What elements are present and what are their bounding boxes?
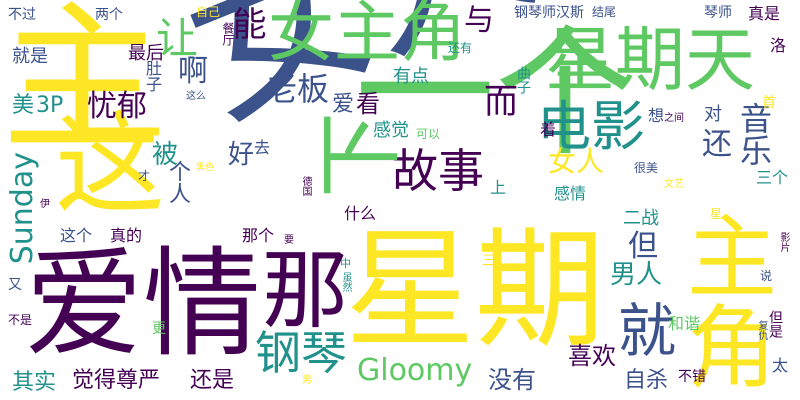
word-youyu: 忧郁 [87, 89, 147, 124]
word-zhege: 这个 [60, 226, 93, 245]
word-mei: 美 [12, 93, 35, 118]
word-nvren-small: 女人 [548, 145, 605, 178]
word-yu: 与 [464, 3, 494, 38]
word-fuchou: 复仇 [756, 320, 767, 340]
word-hexie: 和谐 [668, 314, 701, 333]
word-juedezunyan: 觉得尊严 [72, 368, 161, 393]
word-xiang: 想 [648, 106, 665, 125]
word-luo: 洛 [770, 36, 787, 55]
word-meiyou: 没有 [488, 366, 536, 394]
word-ziji: 自己 [196, 5, 221, 19]
word-er: 而 [484, 82, 518, 122]
word-zhende: 真的 [110, 226, 143, 245]
word-keyi: 可以 [416, 127, 441, 141]
word-laoban: 老板 [265, 70, 330, 108]
word-sunday: Sunday [5, 152, 40, 265]
word-ganjue: 感觉 [373, 120, 409, 141]
word-erzhan: 二战 [623, 208, 659, 229]
word-hao: 好 [228, 140, 255, 170]
word-xihuan: 喜欢 [568, 342, 616, 370]
word-zhe-light: 着 [540, 120, 557, 139]
word-zhu: 主 [2, 0, 163, 173]
word-aiqing: 爱情 [25, 235, 262, 373]
word-kan: 看 [356, 90, 380, 118]
word-buguo: 不过 [8, 7, 36, 23]
word-yao: 要 [284, 235, 294, 246]
word-xingqitian: 星期天 [545, 19, 755, 101]
word-qu: 去 [254, 138, 271, 157]
word-youdian: 有点 [393, 66, 429, 87]
word-shang: 上 [490, 178, 507, 197]
word-duzi: 肚子 [143, 60, 162, 92]
word-sange: 三个 [756, 168, 789, 187]
word-qishi: 其实 [12, 370, 57, 395]
word-rang: 让 [156, 14, 199, 63]
word-gloomy: Gloomy [357, 353, 473, 388]
word-geng: 更 [152, 321, 166, 337]
word-wenyi: 文艺 [664, 179, 684, 190]
word-nan: 男 [302, 375, 312, 386]
word-zisha: 自杀 [624, 368, 669, 393]
word-zhujiao: 主角 [671, 210, 776, 390]
word-na: 那 [262, 241, 348, 341]
word-dianying: 电影 [537, 95, 645, 158]
word-a: 啊 [178, 54, 208, 89]
word-canting: 餐厅 [221, 22, 235, 46]
word-zuihou: 最后 [128, 43, 164, 64]
word-jiu: 就 [618, 297, 677, 365]
word-danshi: 但是 [767, 310, 783, 338]
word-shuo: 说 [760, 269, 773, 283]
word-gangqinshihansi: 钢琴师汉斯 [514, 5, 584, 21]
word-zhong: 中 [340, 257, 351, 270]
word-xing: 星 [710, 207, 723, 221]
word-jiewei: 结尾 [592, 5, 617, 19]
word-jiushi: 就是 [12, 46, 48, 67]
word-xingqi: 星期 [345, 214, 606, 366]
word-deguo: 德国 [300, 176, 311, 196]
word-zheme: 这么 [186, 91, 206, 102]
word-liangge: 两个 [95, 7, 123, 23]
word-cai: 才 [138, 169, 151, 183]
word-gangqin: 钢琴 [255, 326, 347, 380]
word-qinshi: 琴师 [704, 5, 732, 21]
word-suiran: 虽然 [340, 272, 351, 292]
word-you: 又 [8, 277, 22, 293]
word-yinyue: 音乐 [735, 102, 773, 166]
word-ai: 爱 [332, 92, 355, 117]
word-hai: 还 [702, 127, 732, 162]
word-yige: 一个 [355, 13, 636, 176]
word-bei: 被 [152, 140, 179, 170]
word-zhenshi: 真是 [748, 4, 781, 23]
word-yingpian: 影片 [778, 232, 789, 252]
word-neng: 能 [226, 6, 266, 40]
word-haishi: 还是 [190, 368, 235, 393]
word-dan: 但 [628, 229, 658, 264]
word-shou: 首 [762, 95, 776, 111]
word-bucuo: 不错 [678, 369, 706, 385]
word-quzi: 曲子 [515, 66, 531, 94]
word-tai: 太 [772, 356, 789, 375]
word-heise: 黑色 [196, 163, 215, 173]
word-bushi: 不是 [8, 313, 33, 327]
word-geren: 个人 [165, 160, 190, 204]
word-zhe: 这 [55, 101, 165, 229]
word-nvzhujiao: 女主角 [268, 0, 466, 71]
word-henmei: 很美 [634, 161, 659, 175]
word-haiyou: 还有 [448, 41, 473, 55]
word-dui: 对 [704, 104, 722, 125]
word-3p: 3P [36, 93, 64, 118]
word-nage: 那个 [242, 226, 275, 245]
word-gushi: 故事 [392, 144, 484, 198]
word-zhijian: 之间 [664, 113, 684, 124]
word-san: 三 [482, 253, 496, 269]
word-shenme: 什么 [344, 204, 377, 223]
word-yi: 伊 [40, 199, 50, 210]
word-ganqing: 感情 [554, 184, 587, 203]
word-nanren: 男人 [610, 260, 663, 290]
